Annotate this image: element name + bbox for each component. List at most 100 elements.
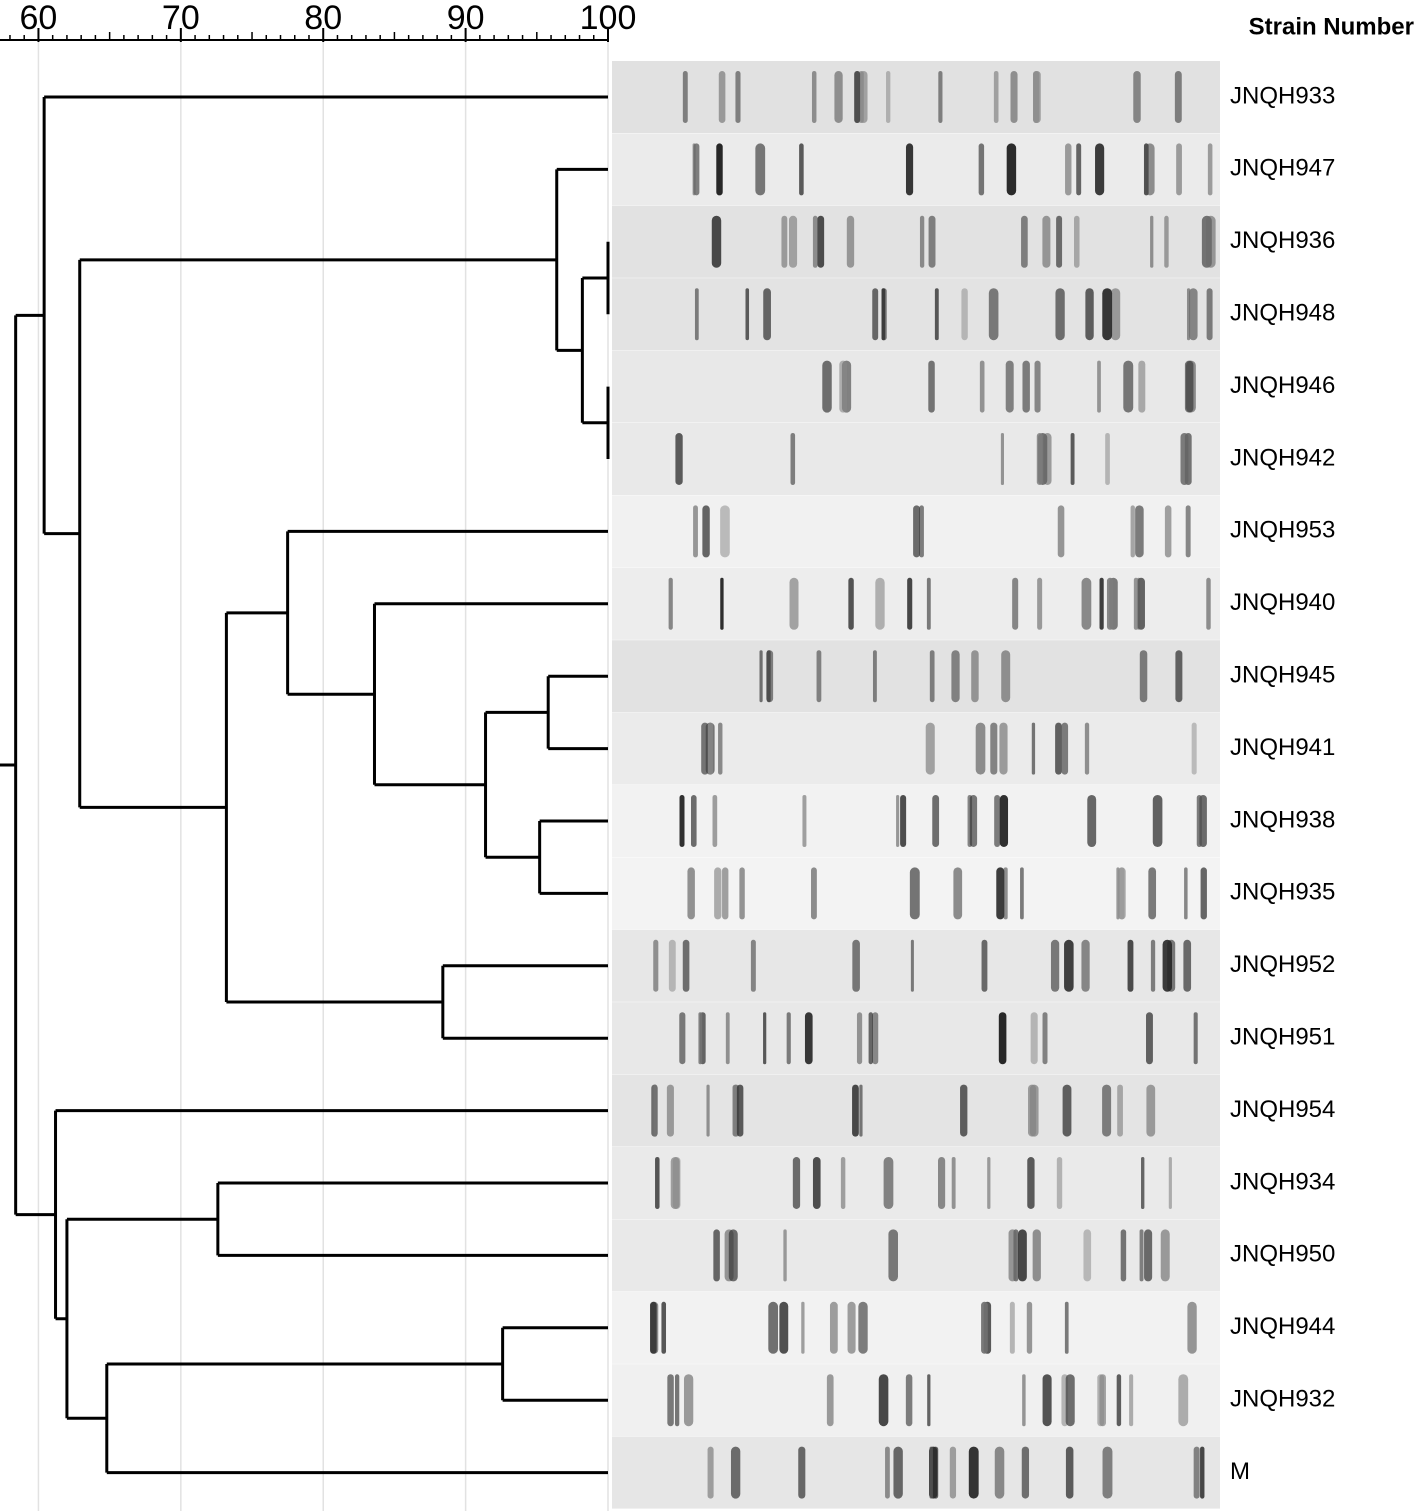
gel-band xyxy=(885,1446,890,1499)
gel-band xyxy=(1081,939,1090,992)
gel-band xyxy=(1141,1157,1145,1209)
gel-band xyxy=(661,1301,667,1354)
gel-band xyxy=(971,650,979,703)
gel-band xyxy=(1130,505,1135,558)
gel-band xyxy=(999,722,1008,775)
gel-band xyxy=(666,1084,674,1137)
gel-band xyxy=(790,433,796,485)
gel-band xyxy=(1143,143,1149,196)
gel-band xyxy=(811,867,817,920)
x-tick-label: 100 xyxy=(580,0,637,37)
gel-band xyxy=(872,650,877,703)
gel-band xyxy=(1012,577,1019,630)
gel-band xyxy=(878,1374,889,1427)
gel-band xyxy=(1056,215,1063,268)
gel-band xyxy=(779,1301,789,1354)
gel-band xyxy=(1064,1301,1069,1354)
gel-band xyxy=(1116,867,1120,920)
gel-band xyxy=(1009,1301,1015,1354)
gel-band xyxy=(994,795,1001,847)
gel-band xyxy=(728,1229,738,1282)
gel-band xyxy=(720,505,730,558)
gel-band xyxy=(714,867,722,920)
gel-band xyxy=(981,1301,988,1354)
gel-band xyxy=(763,288,771,341)
gel-lane xyxy=(612,133,1220,206)
strain-label: JNQH938 xyxy=(1230,806,1335,833)
gel-lane xyxy=(612,350,1220,423)
gel-band xyxy=(1081,577,1092,630)
gel-band xyxy=(896,795,900,847)
gel-band xyxy=(1055,722,1062,775)
gel-band xyxy=(667,1374,674,1427)
gel-band xyxy=(1099,577,1104,630)
gel-band xyxy=(1001,650,1011,703)
gel-band xyxy=(702,505,710,558)
gel-band xyxy=(1206,288,1213,341)
gel-band xyxy=(1164,505,1172,558)
gel-lane xyxy=(612,929,1220,1002)
gel-band xyxy=(783,1229,787,1282)
gel-band xyxy=(1005,360,1014,413)
gel-band xyxy=(804,1012,813,1065)
gel-lane xyxy=(612,1364,1220,1437)
gel-band xyxy=(907,577,913,630)
gel-band xyxy=(926,577,931,630)
gel-band xyxy=(886,71,891,123)
gel-band xyxy=(1057,505,1065,558)
gel-band xyxy=(1183,939,1192,992)
gel-band xyxy=(1162,939,1173,992)
gel-band xyxy=(979,360,985,413)
gel-lane xyxy=(612,278,1220,351)
gel-band xyxy=(683,1374,694,1427)
strain-label: JNQH936 xyxy=(1230,227,1335,254)
gel-band xyxy=(1199,795,1207,847)
gel-band xyxy=(1201,215,1212,268)
gel-band xyxy=(852,939,860,992)
gel-band xyxy=(650,1301,657,1354)
gel-lane xyxy=(612,1074,1220,1147)
gel-band xyxy=(718,71,726,123)
gel-band xyxy=(938,71,943,123)
gel-band xyxy=(1031,722,1036,775)
gel-band xyxy=(1148,867,1157,920)
gel-band xyxy=(960,1084,968,1137)
gel-band xyxy=(1037,577,1043,630)
gel-band xyxy=(679,795,685,847)
gel-band xyxy=(1030,1012,1038,1065)
gel-band xyxy=(1064,939,1074,992)
gel-band xyxy=(722,867,729,920)
gel-band xyxy=(1176,143,1182,196)
strain-label: JNQH941 xyxy=(1230,734,1335,761)
gel-band xyxy=(1184,433,1192,485)
strain-label: JNQH948 xyxy=(1230,300,1335,327)
gel-lane xyxy=(612,1436,1220,1509)
gel-band xyxy=(846,215,855,268)
gel-band xyxy=(1168,1157,1172,1209)
gel-band xyxy=(909,867,920,920)
gel-band xyxy=(1102,1084,1112,1137)
gel-band xyxy=(987,1157,991,1209)
gel-band xyxy=(875,577,885,630)
gel-lane xyxy=(612,61,1220,133)
gel-band xyxy=(1150,939,1156,992)
gel-band xyxy=(883,1157,894,1209)
gel-band xyxy=(1184,867,1188,920)
gel-band xyxy=(968,1446,979,1499)
gel-band xyxy=(1000,433,1004,485)
gel-lane xyxy=(612,205,1220,278)
gel-band xyxy=(978,143,985,196)
strain-label: JNQH950 xyxy=(1230,1241,1335,1268)
gel-band xyxy=(679,1012,686,1065)
gel-band xyxy=(802,795,807,847)
gel-band xyxy=(674,1374,680,1427)
gel-band xyxy=(668,577,673,630)
gel-band xyxy=(1010,71,1018,123)
gel-band xyxy=(798,1446,806,1499)
gel-band xyxy=(1133,577,1138,630)
gel-band xyxy=(1127,939,1134,992)
gel-lane xyxy=(612,1147,1220,1219)
strain-label: JNQH951 xyxy=(1230,1024,1335,1051)
gel-band xyxy=(854,71,861,123)
gel-band xyxy=(711,215,722,268)
